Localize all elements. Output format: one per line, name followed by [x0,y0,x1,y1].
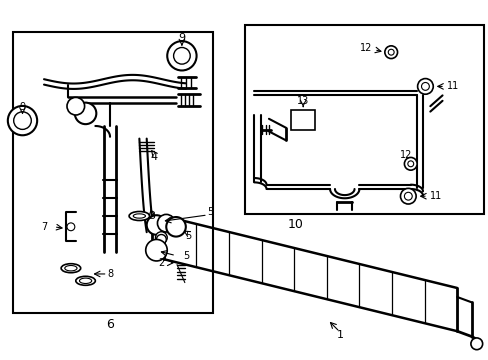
Text: 7: 7 [41,222,47,232]
Circle shape [470,338,482,350]
Text: 10: 10 [287,219,303,231]
Circle shape [156,234,166,244]
Text: 5: 5 [183,251,188,261]
Ellipse shape [65,266,77,271]
Circle shape [155,232,167,243]
Bar [13,32,212,313]
Text: 12: 12 [359,42,371,53]
Circle shape [400,188,415,204]
Text: 11: 11 [429,191,442,201]
Text: 3: 3 [148,211,155,221]
Text: 2: 2 [158,258,164,268]
Ellipse shape [76,276,95,285]
Text: 5: 5 [207,207,213,217]
Bar [290,110,315,130]
Text: 12: 12 [399,150,411,160]
Ellipse shape [129,211,149,220]
Circle shape [146,240,166,260]
Circle shape [14,112,31,129]
Ellipse shape [133,214,145,218]
Text: 9: 9 [20,102,25,112]
Text: 9: 9 [178,33,185,43]
Circle shape [166,217,185,237]
Circle shape [146,215,166,235]
Circle shape [387,49,393,55]
Circle shape [157,215,175,232]
Text: 5: 5 [185,231,191,241]
Text: 11: 11 [447,81,459,91]
Circle shape [167,41,196,71]
Circle shape [404,157,416,170]
Text: 13: 13 [296,96,309,106]
Circle shape [67,98,84,115]
Text: 4: 4 [150,152,157,162]
Circle shape [145,239,167,261]
Text: 1: 1 [336,330,343,340]
Text: 6: 6 [106,318,114,330]
Ellipse shape [61,264,81,273]
Circle shape [407,161,413,167]
Circle shape [404,192,411,200]
Bar [244,25,483,214]
Circle shape [384,46,397,59]
Ellipse shape [79,278,92,284]
Circle shape [173,48,190,64]
Circle shape [417,78,432,94]
Circle shape [421,82,428,90]
Circle shape [67,223,75,231]
Circle shape [75,103,96,124]
Text: 8: 8 [107,269,113,279]
Circle shape [8,106,37,135]
